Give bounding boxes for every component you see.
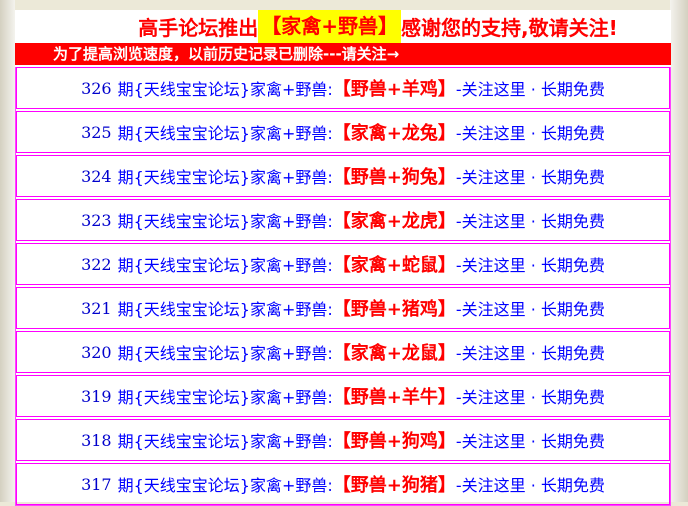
prediction: 【家禽+龙兔】	[332, 123, 456, 144]
row-tail-link[interactable]: -关注这里 · 长期免费	[455, 300, 605, 319]
row-tail-link[interactable]: -关注这里 · 长期免费	[455, 432, 605, 451]
row-label: 期{天线宝宝论坛}家禽+野兽:	[117, 344, 333, 363]
notice-bar: 为了提高浏览速度，以前历史记录已删除---请关注→	[15, 43, 671, 65]
issue-number: 326	[81, 78, 112, 98]
title-prefix: 高手论坛推出	[138, 16, 259, 40]
row-tail-link[interactable]: -关注这里 · 长期免费	[455, 256, 605, 275]
content-panel: 高手论坛推出 【家禽+野兽】 感谢您的支持,敬请关注! 为了提高浏览速度，以前历史记…	[15, 10, 671, 506]
list-item[interactable]: 318 期{天线宝宝论坛}家禽+野兽: 【野兽+狗鸡】 -关注这里 · 长期免费	[16, 419, 670, 461]
record-list: 326 期{天线宝宝论坛}家禽+野兽: 【野兽+羊鸡】 -关注这里 · 长期免费 325…	[15, 67, 671, 506]
title-highlight: 【家禽+野兽】	[258, 10, 402, 43]
prediction: 【家禽+蛇鼠】	[332, 255, 456, 276]
page-title: 高手论坛推出 【家禽+野兽】 感谢您的支持,敬请关注!	[15, 10, 671, 43]
window-frame-left	[0, 0, 15, 502]
title-suffix: 感谢您的支持,敬请关注!	[401, 16, 618, 40]
row-label: 期{天线宝宝论坛}家禽+野兽:	[117, 168, 333, 187]
prediction: 【野兽+狗鸡】	[332, 431, 456, 452]
issue-number: 322	[81, 254, 112, 274]
prediction: 【家禽+龙鼠】	[332, 343, 456, 364]
row-label: 期{天线宝宝论坛}家禽+野兽:	[117, 300, 333, 319]
list-item[interactable]: 325 期{天线宝宝论坛}家禽+野兽: 【家禽+龙兔】 -关注这里 · 长期免费	[16, 111, 670, 153]
prediction: 【野兽+狗猪】	[332, 475, 456, 496]
row-tail-link[interactable]: -关注这里 · 长期免费	[455, 80, 605, 99]
row-label: 期{天线宝宝论坛}家禽+野兽:	[117, 256, 333, 275]
row-tail-link[interactable]: -关注这里 · 长期免费	[455, 388, 605, 407]
list-item[interactable]: 320 期{天线宝宝论坛}家禽+野兽: 【家禽+龙鼠】 -关注这里 · 长期免费	[16, 331, 670, 373]
list-item[interactable]: 319 期{天线宝宝论坛}家禽+野兽: 【野兽+羊牛】 -关注这里 · 长期免费	[16, 375, 670, 417]
issue-number: 318	[81, 430, 112, 450]
issue-number: 323	[81, 210, 112, 230]
issue-number: 325	[81, 122, 112, 142]
row-tail-link[interactable]: -关注这里 · 长期免费	[455, 344, 605, 363]
list-item[interactable]: 323 期{天线宝宝论坛}家禽+野兽: 【家禽+龙虎】 -关注这里 · 长期免费	[16, 199, 670, 241]
issue-number: 317	[81, 474, 112, 494]
prediction: 【野兽+狗兔】	[332, 167, 456, 188]
issue-number: 319	[81, 386, 112, 406]
list-item[interactable]: 317 期{天线宝宝论坛}家禽+野兽: 【野兽+狗猪】 -关注这里 · 长期免费	[16, 463, 670, 505]
row-tail-link[interactable]: -关注这里 · 长期免费	[455, 124, 605, 143]
issue-number: 324	[81, 166, 112, 186]
row-label: 期{天线宝宝论坛}家禽+野兽:	[117, 388, 333, 407]
window-frame-right	[670, 0, 688, 502]
row-tail-link[interactable]: -关注这里 · 长期免费	[455, 168, 605, 187]
row-tail-link[interactable]: -关注这里 · 长期免费	[455, 476, 605, 495]
list-item[interactable]: 322 期{天线宝宝论坛}家禽+野兽: 【家禽+蛇鼠】 -关注这里 · 长期免费	[16, 243, 670, 285]
row-label: 期{天线宝宝论坛}家禽+野兽:	[117, 212, 333, 231]
prediction: 【野兽+猪鸡】	[332, 299, 456, 320]
row-label: 期{天线宝宝论坛}家禽+野兽:	[117, 432, 333, 451]
prediction: 【野兽+羊牛】	[332, 387, 456, 408]
row-label: 期{天线宝宝论坛}家禽+野兽:	[117, 124, 333, 143]
prediction: 【野兽+羊鸡】	[332, 79, 456, 100]
list-item[interactable]: 324 期{天线宝宝论坛}家禽+野兽: 【野兽+狗兔】 -关注这里 · 长期免费	[16, 155, 670, 197]
list-item[interactable]: 326 期{天线宝宝论坛}家禽+野兽: 【野兽+羊鸡】 -关注这里 · 长期免费	[16, 67, 670, 109]
row-label: 期{天线宝宝论坛}家禽+野兽:	[117, 476, 333, 495]
issue-number: 320	[81, 342, 112, 362]
prediction: 【家禽+龙虎】	[332, 211, 456, 232]
row-tail-link[interactable]: -关注这里 · 长期免费	[455, 212, 605, 231]
list-item[interactable]: 321 期{天线宝宝论坛}家禽+野兽: 【野兽+猪鸡】 -关注这里 · 长期免费	[16, 287, 670, 329]
issue-number: 321	[81, 298, 112, 318]
row-label: 期{天线宝宝论坛}家禽+野兽:	[117, 80, 333, 99]
